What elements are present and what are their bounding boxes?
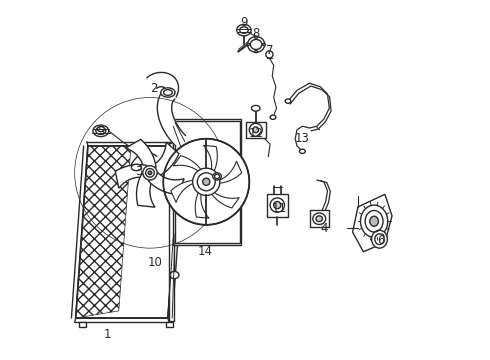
Bar: [173, 119, 242, 244]
Polygon shape: [115, 165, 147, 188]
Ellipse shape: [316, 216, 322, 222]
Ellipse shape: [266, 51, 273, 58]
Polygon shape: [157, 89, 186, 145]
Bar: [79, 322, 86, 327]
Text: 9: 9: [240, 16, 247, 29]
Ellipse shape: [371, 230, 388, 248]
Polygon shape: [209, 188, 239, 208]
Ellipse shape: [131, 164, 141, 171]
Polygon shape: [152, 142, 179, 177]
Polygon shape: [131, 153, 157, 170]
Polygon shape: [195, 187, 209, 218]
Polygon shape: [147, 72, 178, 97]
Ellipse shape: [143, 166, 157, 180]
Polygon shape: [353, 194, 392, 252]
Ellipse shape: [251, 105, 260, 111]
Bar: [175, 121, 240, 243]
Text: 11: 11: [271, 202, 287, 215]
Polygon shape: [213, 161, 242, 183]
Ellipse shape: [148, 171, 152, 175]
Ellipse shape: [193, 168, 220, 195]
Text: 14: 14: [198, 244, 213, 257]
Ellipse shape: [163, 139, 249, 225]
Ellipse shape: [299, 149, 305, 153]
Ellipse shape: [361, 205, 388, 237]
Ellipse shape: [203, 178, 210, 185]
Ellipse shape: [247, 43, 250, 45]
Ellipse shape: [253, 127, 259, 133]
Text: 5: 5: [97, 125, 104, 138]
Ellipse shape: [161, 88, 175, 97]
Bar: [166, 322, 172, 327]
Polygon shape: [203, 145, 217, 176]
Ellipse shape: [274, 202, 281, 209]
Bar: [245, 122, 266, 138]
Bar: [267, 194, 288, 217]
Polygon shape: [126, 139, 156, 168]
Text: 10: 10: [147, 256, 162, 269]
Ellipse shape: [93, 125, 109, 136]
Ellipse shape: [270, 115, 276, 120]
Ellipse shape: [370, 216, 378, 226]
Text: 6: 6: [377, 234, 385, 247]
Text: 12: 12: [248, 127, 263, 140]
Text: 1: 1: [103, 328, 111, 341]
Ellipse shape: [170, 271, 179, 279]
Ellipse shape: [237, 24, 251, 36]
Bar: [310, 211, 329, 226]
Text: 7: 7: [266, 44, 273, 57]
Ellipse shape: [247, 37, 265, 52]
Ellipse shape: [285, 99, 291, 103]
Polygon shape: [137, 174, 155, 207]
Polygon shape: [171, 180, 199, 202]
Polygon shape: [173, 156, 204, 176]
Polygon shape: [148, 173, 184, 194]
Text: 8: 8: [252, 27, 260, 40]
Text: 13: 13: [295, 132, 310, 145]
Ellipse shape: [97, 127, 104, 132]
Polygon shape: [76, 146, 180, 318]
Text: 4: 4: [320, 222, 328, 235]
Ellipse shape: [255, 50, 258, 53]
Text: 2: 2: [150, 82, 157, 95]
Polygon shape: [76, 146, 131, 318]
Ellipse shape: [263, 43, 266, 45]
Polygon shape: [169, 143, 174, 321]
Ellipse shape: [255, 36, 258, 39]
Ellipse shape: [213, 173, 221, 180]
Text: 3: 3: [136, 165, 143, 177]
